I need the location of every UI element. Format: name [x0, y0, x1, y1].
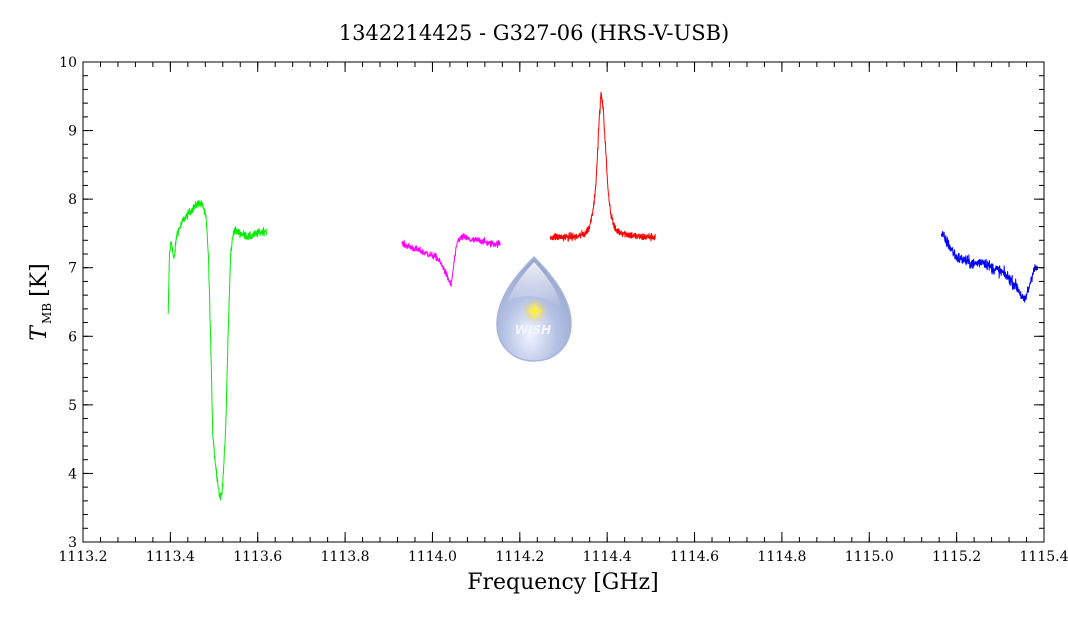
plot-frame — [82, 61, 1045, 543]
y-tick-label: 4 — [68, 466, 77, 482]
spectrum-series-3 — [549, 91, 656, 242]
x-tick-label: 1115.2 — [932, 549, 981, 565]
y-axis-label-sub: MB — [40, 303, 54, 324]
logo-text: WISH — [515, 323, 551, 337]
x-tick-label: 1114.8 — [757, 549, 806, 565]
y-axis-label-unit: [K] — [27, 263, 52, 297]
x-tick-label: 1115.4 — [1020, 549, 1068, 565]
spectrum-series-1 — [167, 199, 267, 501]
y-tick-label: 7 — [68, 261, 77, 277]
series-layer — [167, 91, 1038, 501]
chart-title: 1342214425 - G327-06 (HRS-V-USB) — [339, 21, 730, 45]
x-tick-label: 1115.0 — [845, 549, 894, 565]
y-tick-label: 5 — [68, 398, 77, 414]
x-tick-label: 1114.2 — [495, 549, 544, 565]
y-axis-label-text: TMB [K] — [27, 263, 54, 340]
y-tick-label: 3 — [68, 535, 77, 551]
y-axis-label: TMB [K] — [27, 263, 54, 340]
x-tick-label: 1114.0 — [408, 549, 457, 565]
y-axis-label-main: T — [27, 324, 52, 341]
spectrum-series-2 — [401, 233, 501, 287]
x-tick-label: 1113.2 — [59, 549, 108, 565]
axes-frame — [82, 61, 1045, 543]
star-icon — [527, 303, 543, 319]
x-tick-label: 1114.4 — [583, 549, 632, 565]
y-tick-label: 6 — [68, 329, 77, 345]
x-tick-label: 1113.4 — [146, 549, 195, 565]
x-tick-label: 1114.6 — [670, 549, 719, 565]
spectrum-series-4 — [940, 230, 1038, 303]
y-tick-label: 10 — [59, 55, 77, 71]
y-tick-label: 9 — [68, 124, 77, 140]
x-tick-label: 1113.6 — [233, 549, 282, 565]
x-tick-label: 1113.8 — [321, 549, 370, 565]
y-tick-label: 8 — [68, 192, 77, 208]
wish-logo: WISH — [496, 255, 572, 362]
axis-ticks: 1113.2 1113.4 1113.6 1113.8 1114.0 1114.2 1114… — [59, 55, 1068, 565]
x-axis-label: Frequency [GHz] — [467, 570, 659, 595]
drop-shine-icon — [507, 262, 561, 308]
